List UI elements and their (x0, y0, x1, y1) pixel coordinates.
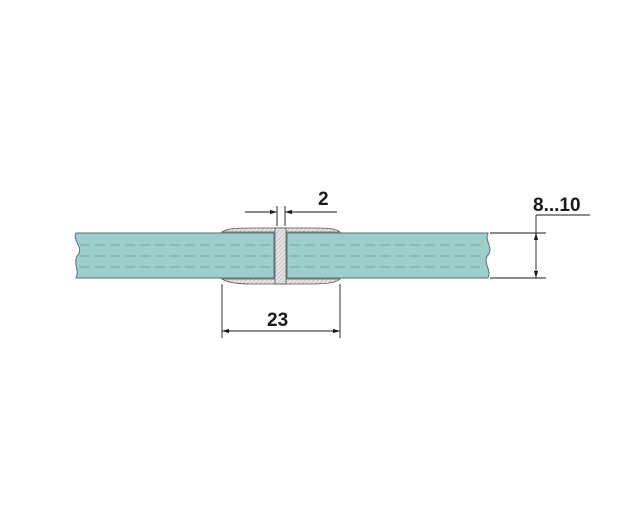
dimension-profile-width-label: 23 (267, 310, 288, 331)
dimension-glass-thickness (490, 214, 590, 279)
glass-dash-lines (80, 244, 484, 268)
dimension-gap-label: 2 (318, 189, 329, 210)
profile-web (274, 227, 287, 285)
glass-pane-left (74, 232, 275, 279)
dimension-gap (245, 206, 337, 226)
glass-pane-right (286, 232, 491, 279)
dimension-glass-thickness-label: 8...10 (533, 195, 581, 216)
dimension-profile-width (221, 284, 341, 338)
